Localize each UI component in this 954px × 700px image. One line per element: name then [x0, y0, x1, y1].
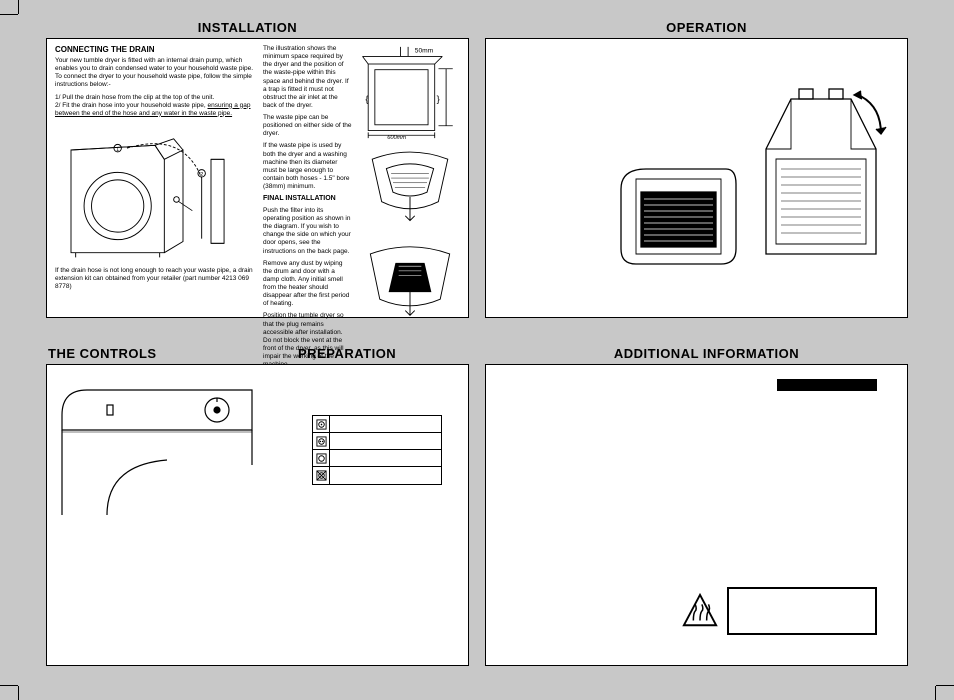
- care-symbol-icon: [313, 416, 330, 432]
- table-row: [313, 416, 441, 433]
- diagram-filter-2: [360, 235, 460, 320]
- panel-installation: CONNECTING THE DRAIN Your new tumble dry…: [46, 38, 469, 318]
- installation-col-1: CONNECTING THE DRAIN Your new tumble dry…: [55, 45, 255, 311]
- text-footnote: If the drain hose is not long enough to …: [55, 267, 255, 291]
- installation-col-2: The illustration shows the minimum space…: [263, 45, 352, 311]
- text-p4: Push the filter into its operating posit…: [263, 207, 352, 256]
- text-step2: 2/ Fit the drain hose into your househol…: [55, 102, 255, 118]
- panel-operation: [485, 38, 908, 318]
- svg-text:1: 1: [116, 147, 119, 153]
- svg-text:}: }: [437, 94, 440, 105]
- heading-controls: THE CONTROLS: [48, 346, 157, 361]
- text-intro: Your new tumble dryer is fitted with an …: [55, 57, 255, 90]
- text-step1: 1/ Pull the drain hose from the clip at …: [55, 94, 255, 102]
- spread: INSTALLATION CONNECTING THE DRAIN Your n…: [18, 14, 936, 686]
- panel-controls-prep: [46, 364, 469, 666]
- right-page: OPERATION: [477, 14, 936, 686]
- installation-col-3: 50mm 600mm { }: [360, 45, 460, 311]
- preparation-symbol-table: [312, 415, 442, 485]
- crop-mark: [18, 0, 19, 14]
- left-page: INSTALLATION CONNECTING THE DRAIN Your n…: [18, 14, 477, 686]
- warning-row: [681, 587, 877, 635]
- crop-mark: [0, 14, 18, 15]
- subhead-connecting-drain: CONNECTING THE DRAIN: [55, 45, 255, 54]
- table-row: [313, 450, 441, 467]
- diagram-filter-1: [360, 145, 460, 230]
- hot-surface-icon: [681, 592, 719, 630]
- crop-mark: [0, 685, 18, 686]
- diagram-operation-filter: [616, 79, 896, 269]
- text-p2: The waste pipe can be positioned on eith…: [263, 114, 352, 138]
- table-row: [313, 467, 441, 484]
- text-p1: The illustration shows the minimum space…: [263, 45, 352, 110]
- svg-text:{: {: [365, 94, 368, 105]
- label-600mm: 600mm: [387, 135, 406, 140]
- svg-text:2: 2: [200, 172, 203, 178]
- redacted-bar: [777, 379, 877, 391]
- heading-additional-info: ADDITIONAL INFORMATION: [477, 346, 936, 361]
- diagram-dryer-drain: 1 2: [55, 122, 255, 262]
- crop-mark: [936, 685, 954, 686]
- text-p5: Remove any dust by wiping the drum and d…: [263, 260, 352, 309]
- care-symbol-icon: [313, 450, 330, 466]
- heading-operation: OPERATION: [477, 20, 936, 35]
- warning-text-box: [727, 587, 877, 635]
- text-step2-prefix: 2/ Fit the drain hose into your househol…: [55, 102, 207, 109]
- text-p3: If the waste pipe is used by both the dr…: [263, 142, 352, 191]
- label-50mm: 50mm: [415, 48, 434, 55]
- crop-mark: [18, 686, 19, 700]
- care-symbol-icon: [313, 467, 330, 484]
- table-row: [313, 433, 441, 450]
- crop-mark: [935, 686, 936, 700]
- subhead-final-installation: FINAL INSTALLATION: [263, 195, 352, 204]
- heading-preparation: PREPARATION: [298, 346, 396, 361]
- heading-installation: INSTALLATION: [18, 20, 477, 35]
- care-symbol-icon: [313, 433, 330, 449]
- panel-additional-info: [485, 364, 908, 666]
- diagram-space-requirement: 50mm 600mm { }: [360, 45, 460, 140]
- diagram-controls: [57, 375, 257, 515]
